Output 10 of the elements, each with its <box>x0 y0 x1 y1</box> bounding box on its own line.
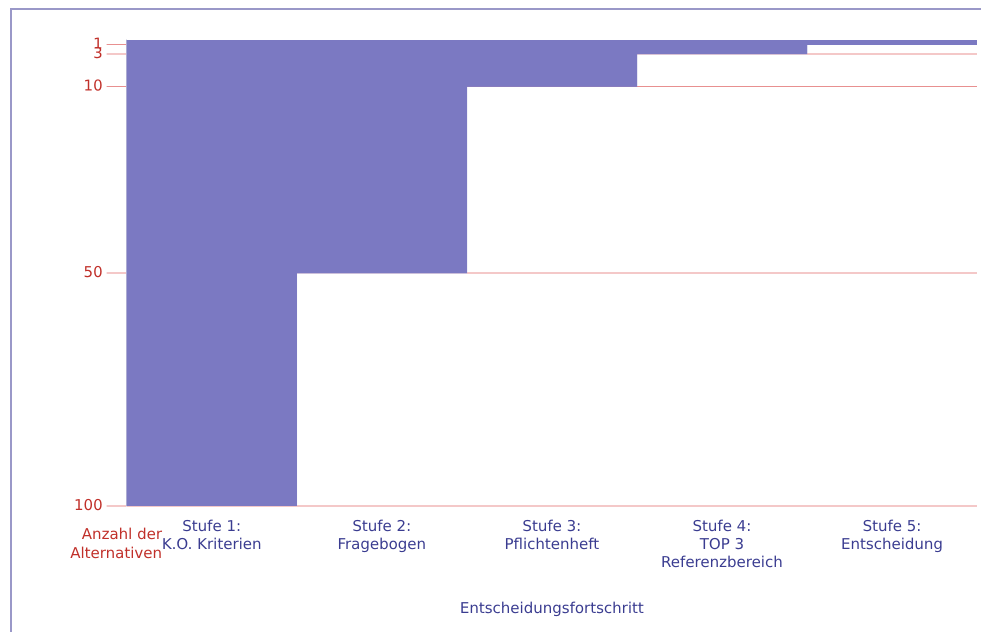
x-tick-label: Stufe 5: Entscheidung <box>841 516 943 553</box>
x-tick-label: Stufe 3: Pflichtenheft <box>504 516 600 553</box>
y-tick-label: 50 <box>84 262 103 281</box>
x-tick-label: Stufe 2: Fragebogen <box>337 516 426 553</box>
x-tick-label: Stufe 1: K.O. Kriterien <box>162 516 262 553</box>
y-axis-title: Anzahl der Alternativen <box>69 525 162 563</box>
x-axis-title: Entscheidungsfortschritt <box>460 598 644 617</box>
y-tick-label: 10 <box>84 76 103 94</box>
x-tick-label: Stufe 4: TOP 3 Referenzbereich <box>661 516 783 571</box>
y-tick-label: 100 <box>74 496 103 514</box>
